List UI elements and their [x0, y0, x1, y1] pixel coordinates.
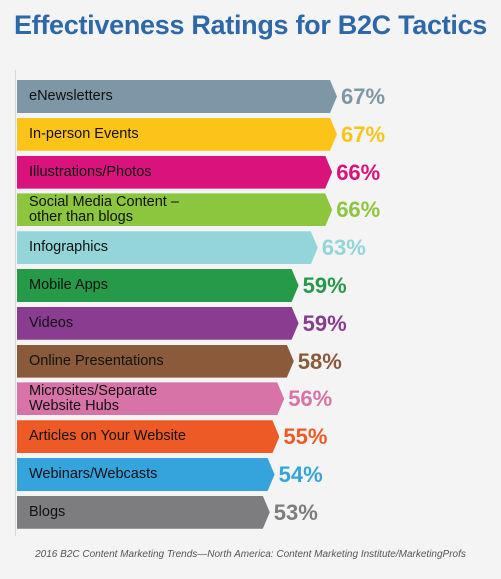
category-label: Articles on Your Website [29, 428, 186, 445]
bar-8: Microsites/Separate Website Hubs [17, 382, 284, 415]
value-label: 58% [297, 348, 342, 374]
value-label: 66% [336, 197, 381, 223]
bar-4: Infographics [17, 231, 318, 264]
axis-line [15, 70, 16, 536]
bar-5: Mobile Apps [17, 269, 299, 302]
source-footer: 2016 B2C Content Marketing Trends—North … [35, 549, 466, 560]
value-label: 56% [288, 386, 333, 412]
category-label: eNewsletters [29, 88, 113, 104]
category-label: Social Media Content – other than blogs [29, 193, 179, 225]
bar-2: Illustrations/Photos [17, 156, 332, 189]
category-label: Webinars/Webcasts [29, 466, 158, 482]
category-label: Videos [29, 314, 74, 331]
category-label: Mobile Apps [29, 277, 108, 293]
bar-11: Blogs [17, 496, 270, 529]
bar-0: eNewsletters [17, 80, 337, 113]
bar-9: Articles on Your Website [17, 420, 279, 453]
category-label: Microsites/Separate Website Hubs [29, 382, 158, 414]
bar-7: Online Presentations [17, 345, 294, 378]
value-label: 54% [278, 462, 323, 487]
bar-3: Social Media Content – other than blogs [17, 193, 332, 226]
category-label: Blogs [29, 503, 66, 520]
bar-chart: eNewsletters 67% In-person Events 67% Illust… [0, 70, 501, 540]
category-label: Online Presentations [29, 352, 164, 369]
value-label: 59% [302, 273, 347, 298]
value-label: 53% [273, 499, 318, 525]
category-label: Illustrations/Photos [29, 163, 152, 180]
chart-title: Effectiveness Ratings for B2C Tactics [13, 10, 488, 40]
value-label: 67% [341, 84, 386, 109]
value-label: 63% [321, 235, 366, 261]
category-label: Infographics [29, 239, 108, 256]
value-label: 66% [336, 159, 381, 185]
value-label: 59% [302, 310, 347, 336]
category-label: In-person Events [29, 125, 139, 142]
value-label: 55% [283, 424, 328, 450]
bar-10: Webinars/Webcasts [17, 458, 275, 491]
bar-6: Videos [17, 307, 299, 340]
bar-1: In-person Events [17, 118, 337, 151]
value-label: 67% [341, 121, 386, 147]
